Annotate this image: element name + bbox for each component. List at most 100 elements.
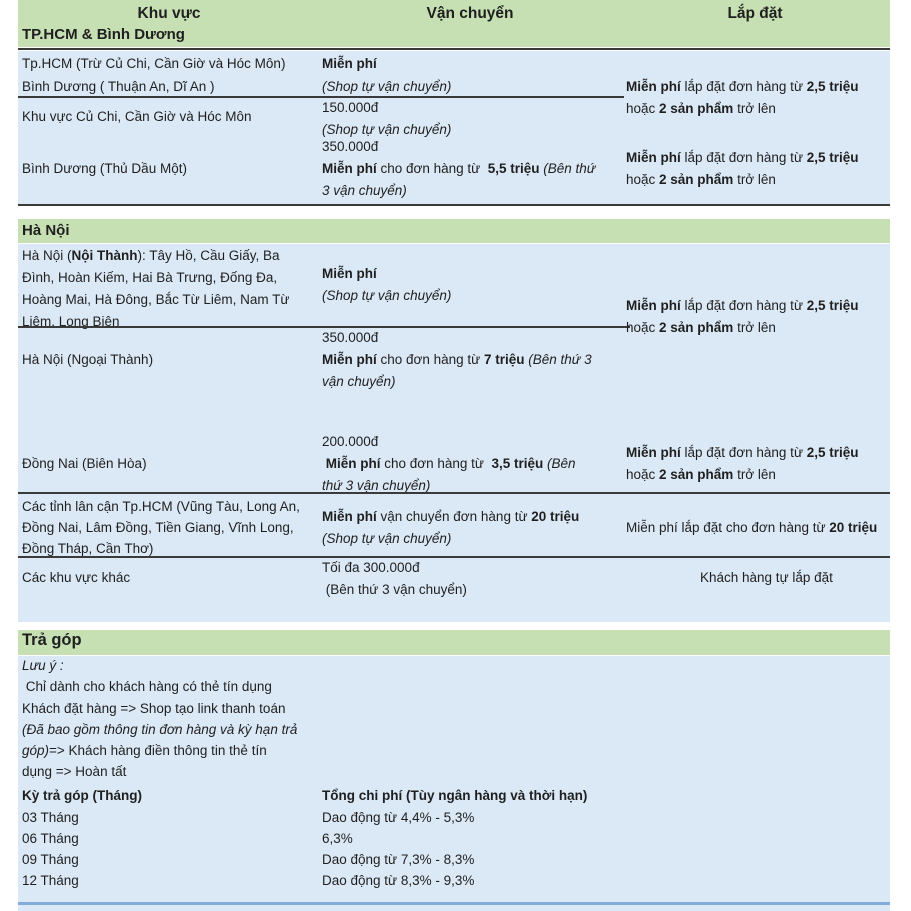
dongnai-shipping-line3: thứ 3 vận chuyển) — [322, 478, 431, 493]
text-segment: 2 sản phẩm — [659, 101, 734, 116]
separator-line — [18, 556, 890, 558]
tragop-note6: dụng => Hoàn tất — [22, 764, 127, 779]
bottom-rule — [18, 902, 890, 905]
text-segment: => Khách hàng điền thông tin thẻ tín — [49, 743, 267, 758]
hanoi-install-line2: hoặc 2 sản phẩm trở lên — [626, 319, 776, 336]
hanoi-noithanh-area-line2: Đình, Hoàn Kiếm, Hai Bà Trưng, Đống Đa, — [22, 270, 278, 285]
hcm-row3-install-line1: Miễn phí lắp đặt đơn hàng từ 2,5 triệu — [626, 149, 859, 166]
hanoi-noithanh-area-line4: Liêm, Long Biên — [22, 314, 120, 329]
text-segment: Hà Nội ( — [22, 248, 72, 263]
tragop-col-period: Kỳ trả góp (Tháng) — [22, 788, 142, 803]
text-segment: (Bên thứ 3 — [524, 352, 592, 367]
tragop-note3: Khách đặt hàng => Shop tạo link thanh to… — [22, 701, 286, 716]
tragop-plan-months: 06 Tháng — [22, 831, 79, 846]
others-install: Khách hàng tự lắp đặt — [700, 570, 833, 585]
text-segment: hoặc — [626, 101, 660, 116]
column-header-installation: Lắp đặt — [727, 5, 783, 22]
tragop-col-cost: Tổng chi phí (Tùy ngân hàng và thời hạn) — [322, 788, 588, 803]
text-segment: trở lên — [733, 101, 776, 116]
text-segment: 2 sản phẩm — [659, 172, 734, 187]
provinces-install: Miễn phí lắp đặt cho đơn hàng từ 20 triệ… — [626, 519, 877, 536]
hanoi-ngoaithanh-shipping-line3: vận chuyển) — [322, 374, 396, 389]
tragop-note2: Chỉ dành cho khách hàng có thẻ tín dụng — [22, 679, 272, 694]
text-segment: hoặc — [626, 320, 660, 335]
text-segment: 2,5 triệu — [806, 79, 859, 94]
provinces-area-line2: Đồng Nai, Lâm Đồng, Tiền Giang, Vĩnh Lon… — [22, 520, 294, 535]
dongnai-shipping-fee: 200.000đ — [322, 434, 379, 449]
text-segment: Miễn phí — [322, 352, 377, 367]
separator-line — [18, 492, 890, 494]
hanoi-ngoaithanh-shipping-line2: Miễn phí cho đơn hàng từ 7 triệu (Bên th… — [322, 351, 592, 368]
hanoi-install-line1: Miễn phí lắp đặt đơn hàng từ 2,5 triệu — [626, 297, 859, 314]
tragop-note1: Lưu ý : — [22, 658, 64, 673]
text-segment: lắp đặt đơn hàng từ — [680, 79, 807, 94]
provinces-shipping-note: (Shop tự vận chuyển) — [322, 531, 452, 546]
tragop-plan-months: 09 Tháng — [22, 852, 79, 867]
hcm-install-line1: Miễn phí lắp đặt đơn hàng từ 2,5 triệu — [626, 78, 859, 95]
hcm-row3-shipping-line2: Miễn phí cho đơn hàng từ 5,5 triệu (Bên … — [322, 160, 595, 177]
text-segment: 2,5 triệu — [806, 445, 859, 460]
tragop-plan-months: 12 Tháng — [22, 873, 79, 888]
text-segment: 2 sản phẩm — [659, 467, 734, 482]
tragop-plan-months: 03 Tháng — [22, 810, 79, 825]
text-segment: 20 triệu — [829, 520, 878, 535]
text-segment: 2,5 triệu — [806, 150, 859, 165]
dongnai-install-line2: hoặc 2 sản phẩm trở lên — [626, 466, 776, 483]
dongnai-shipping-line2: Miễn phí cho đơn hàng từ 3,5 triệu (Bên — [322, 455, 576, 472]
hcm-install-line2: hoặc 2 sản phẩm trở lên — [626, 100, 776, 117]
table: Khu vực Vận chuyển Lắp đặt TP.HCM & Bình… — [18, 0, 890, 911]
separator-line — [18, 48, 890, 50]
section-title-tragop: Trả góp — [22, 631, 82, 649]
hanoi-noithanh-area-line1: Hà Nội (Nội Thành): Tây Hồ, Cầu Giấy, Ba — [22, 247, 280, 264]
hanoi-noithanh-area-line3: Hoàng Mai, Hà Đông, Bắc Từ Liêm, Nam Từ — [22, 292, 290, 307]
tragop-plan-cost: Dao động từ 7,3% - 8,3% — [322, 852, 475, 867]
text-segment: cho đơn hàng từ — [380, 456, 492, 471]
hcm-row3-shipping-fee: 350.000đ — [322, 139, 379, 154]
tragop-plan-cost: 6,3% — [322, 831, 353, 846]
text-segment: Miễn phí lắp đặt cho đơn hàng từ — [626, 520, 830, 535]
text-segment: trở lên — [733, 320, 776, 335]
hcm-row1-shipping-note: (Shop tự vận chuyển) — [322, 79, 452, 94]
hcm-row3-install-line2: hoặc 2 sản phẩm trở lên — [626, 171, 776, 188]
hcm-row1-area-line1: Tp.HCM (Trừ Củ Chi, Cần Giờ và Hóc Môn) — [22, 56, 286, 71]
text-segment: cho đơn hàng từ — [376, 161, 488, 176]
text-segment: hoặc — [626, 172, 660, 187]
text-segment: cho đơn hàng từ — [376, 352, 484, 367]
text-segment: Miễn phí — [325, 456, 381, 471]
separator-line — [18, 326, 630, 328]
text-segment: trở lên — [733, 172, 776, 187]
text-segment: vận chuyển đơn hàng từ — [376, 509, 532, 524]
text-segment: lắp đặt đơn hàng từ — [680, 298, 807, 313]
separator-line — [18, 96, 624, 98]
text-segment: góp) — [22, 743, 50, 758]
hcm-row1-area-line2: Bình Dương ( Thuận An, Dĩ An ) — [22, 79, 215, 94]
tragop-note5: góp)=> Khách hàng điền thông tin thẻ tín — [22, 742, 267, 759]
text-segment: (Bên — [543, 456, 576, 471]
text-segment: Miễn phí — [322, 161, 377, 176]
column-header-shipping: Vận chuyển — [426, 5, 514, 22]
header-band — [18, 0, 890, 47]
hcm-row3-shipping-line3: 3 vận chuyển) — [322, 183, 407, 198]
dongnai-install-line1: Miễn phí lắp đặt đơn hàng từ 2,5 triệu — [626, 444, 859, 461]
text-segment: lắp đặt đơn hàng từ — [680, 445, 807, 460]
text-segment: Nội Thành — [71, 248, 138, 263]
hanoi-noithanh-shipping-fee: Miễn phí — [322, 266, 377, 281]
hanoi-ngoaithanh-area: Hà Nội (Ngoại Thành) — [22, 352, 154, 367]
hcm-row2-shipping-fee: 150.000đ — [322, 100, 379, 115]
section-title-hcm: TP.HCM & Bình Dương — [22, 26, 185, 43]
others-shipping-note: (Bên thứ 3 vận chuyển) — [322, 582, 467, 597]
hanoi-noithanh-shipping-note: (Shop tự vận chuyển) — [322, 288, 452, 303]
tragop-plan-cost: Dao động từ 8,3% - 9,3% — [322, 873, 475, 888]
others-area: Các khu vực khác — [22, 570, 131, 585]
hanoi-band — [18, 219, 890, 243]
hanoi-ngoaithanh-shipping-fee: 350.000đ — [322, 330, 379, 345]
text-segment: lắp đặt đơn hàng từ — [680, 150, 807, 165]
hcm-row2-area: Khu vực Củ Chi, Cần Giờ và Hóc Môn — [22, 109, 252, 124]
tragop-background — [18, 656, 890, 911]
text-segment: trở lên — [733, 467, 776, 482]
text-segment: 2,5 triệu — [806, 298, 859, 313]
tragop-plan-cost: Dao động từ 4,4% - 5,3% — [322, 810, 475, 825]
hcm-row3-area: Bình Dương (Thủ Dầu Một) — [22, 161, 187, 176]
provinces-area-line3: Đồng Tháp, Cần Thơ) — [22, 541, 154, 556]
